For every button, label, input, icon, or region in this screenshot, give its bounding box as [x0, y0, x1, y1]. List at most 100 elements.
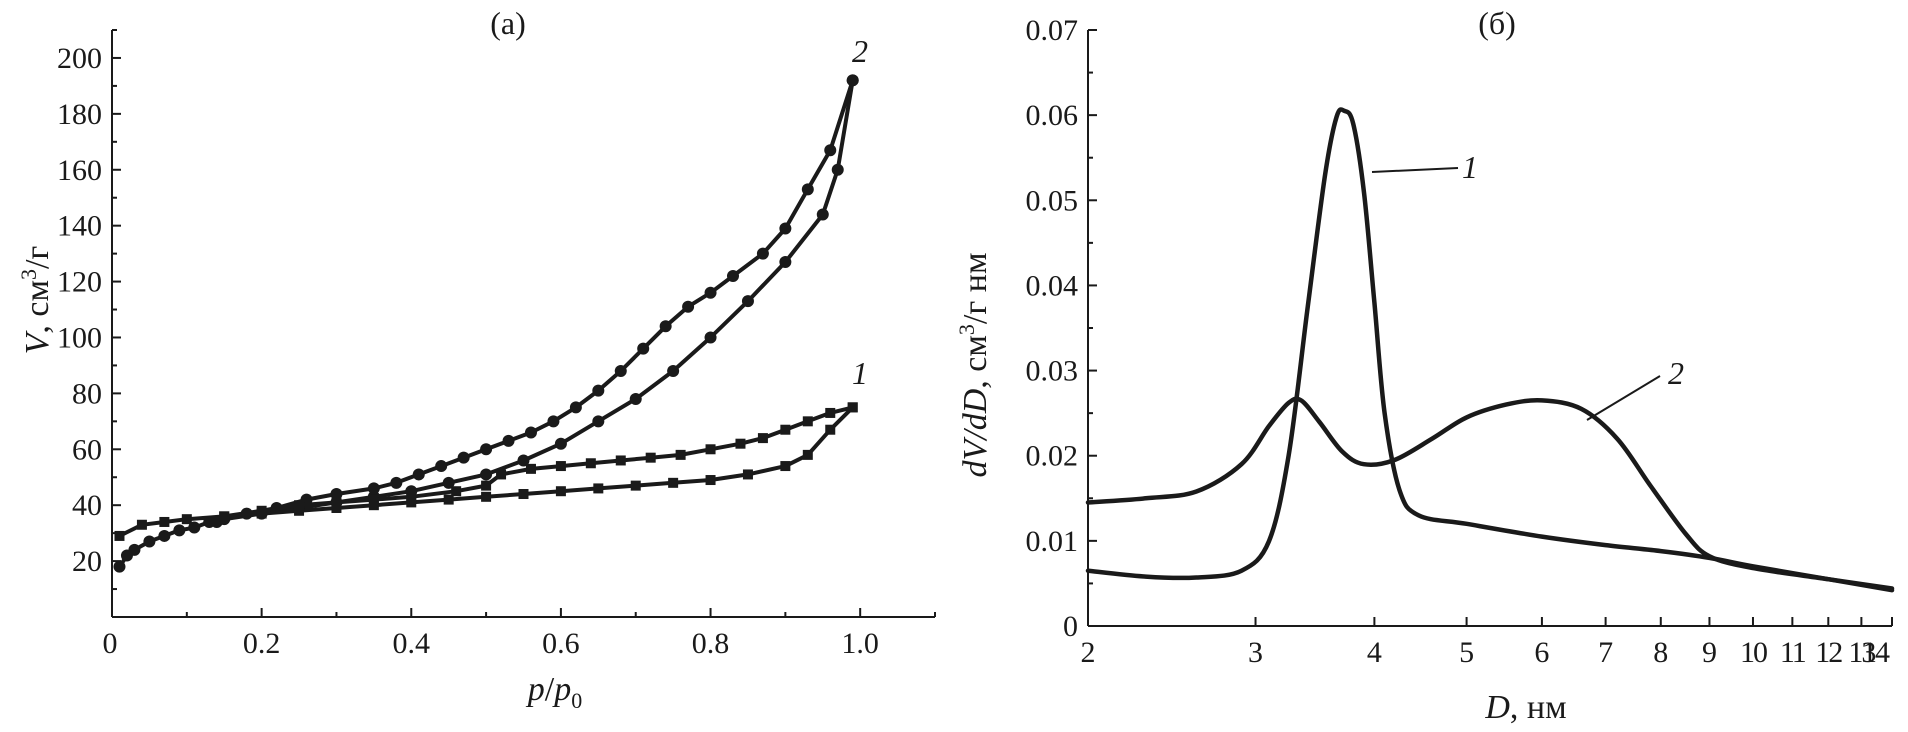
panel-a-y-tick-label: 160 — [57, 154, 102, 187]
panel-a-series-2-point — [330, 488, 343, 501]
panel-a-series-1-point — [593, 483, 604, 494]
panel-a-series-1-point — [555, 486, 566, 497]
x-label-slash: / — [545, 671, 555, 708]
panel-a-series-1-point — [518, 489, 529, 500]
panel-a-series-2-point — [667, 365, 680, 378]
panel-b-y-tick-label: 0 — [1063, 610, 1078, 643]
panel-b-x-tick-label: 9 — [1702, 636, 1717, 669]
panel-a-title: (а) — [490, 5, 526, 41]
panel-a-y-tick-label: 80 — [72, 377, 102, 410]
panel-b-x-tick-label: 4 — [1367, 636, 1382, 669]
panel-a-series-1-point — [331, 502, 342, 513]
panel-a-series-1-point — [675, 449, 686, 460]
panel-b-x-tick-label: 3 — [1248, 636, 1263, 669]
panel-a-series-2-point — [569, 401, 582, 414]
panel-a-series-2-point — [816, 208, 829, 221]
panel-a-series-1-point — [615, 455, 626, 466]
panel-a-series-1-point — [368, 494, 379, 505]
panel-b-y-tick-label: 0.07 — [1026, 14, 1079, 47]
panel-b-leader-line-1 — [1371, 167, 1459, 173]
panel-b-title: (б) — [1478, 5, 1516, 41]
panel-a-series-2-point — [412, 468, 425, 481]
panel-a-series-2-point — [158, 529, 171, 542]
panel-a-x-tick-label: 0.4 — [393, 627, 431, 660]
panel-a-series-1-point — [406, 497, 417, 508]
panel-a-series-1-point — [802, 416, 813, 427]
panel-b-y-tick-label: 0.03 — [1026, 355, 1079, 388]
panel-a-series-1-point — [825, 407, 836, 418]
panel-a-series-2-point — [831, 163, 844, 176]
panel-a-series-2-point — [524, 426, 537, 439]
panel-a-series-1-point — [219, 511, 230, 522]
panel-b-x-tick-label: 12 — [1815, 636, 1842, 669]
panel-a-series-1-point — [406, 491, 417, 502]
panel-a-series-1-point — [294, 500, 305, 511]
panel-a-y-tick-label: 40 — [72, 489, 102, 522]
panel-b-y-tick-label: 0.01 — [1026, 525, 1079, 558]
panel-a-y-tick-label: 100 — [57, 321, 102, 354]
panel-a-series-1-point — [705, 475, 716, 486]
panel-a-series-1-point — [451, 486, 462, 497]
panel-b-series-1-line — [1085, 107, 1895, 593]
panel-a-series-2-point — [824, 144, 837, 157]
panel-a-series-1-point — [757, 433, 768, 444]
panel-b-y-axis-label: dV/dD, см3/г нм — [954, 253, 994, 478]
x-label-D: D — [1484, 689, 1510, 726]
panel-a-series-2-point — [457, 451, 470, 464]
y-label-unit-end: /г нм — [957, 253, 994, 325]
panel-b-curve-label-2: 2 — [1668, 355, 1684, 391]
panel-a-series-2-point — [846, 74, 859, 87]
panel-a-series-2-point — [614, 365, 627, 378]
panel-a-series-1-point — [256, 505, 267, 516]
panel-a-series-1-point — [630, 480, 641, 491]
panel-b-x-tick-label: 11 — [1780, 636, 1806, 669]
panel-a-series-1-point — [645, 452, 656, 463]
panel-a-series-2-point — [682, 300, 695, 313]
panel-a-series-2-point — [480, 468, 493, 481]
panel-a-series-1-point — [159, 516, 170, 527]
panel-b-pore-distribution-chart: 2 3 4 5 6 7 8 9 10 11 12 131400.010.020.030.040.050… — [954, 5, 1895, 726]
panel-a-y-tick-label: 140 — [57, 210, 102, 243]
panel-a-series-2-point — [637, 342, 650, 355]
panel-a-ticks: 0 0.2 0.4 0.6 0.8 1.0 20 40 60 80 100 120 140 160 180 2… — [57, 29, 936, 660]
panel-a-y-tick-label: 60 — [72, 433, 102, 466]
panel-b-x-tick-label: 5 — [1459, 636, 1474, 669]
panel-a-y-tick-label: 180 — [57, 98, 102, 131]
y-label-superscript: 3 — [954, 324, 979, 335]
panel-a-series-1-point — [735, 438, 746, 449]
panel-b-series-2-line — [1085, 396, 1895, 591]
panel-a-series-1-point — [668, 477, 679, 488]
panel-a-series-2-point — [801, 183, 814, 196]
panel-a-series-2-point — [741, 295, 754, 308]
panel-a-x-tick-label: 0 — [103, 627, 118, 660]
panel-a-series-1-point — [525, 463, 536, 474]
panel-a-series — [113, 74, 859, 573]
panel-a-y-tick-label: 120 — [57, 266, 102, 299]
x-label-p0: p — [552, 671, 571, 708]
panel-a-series-2-point — [726, 269, 739, 282]
panel-a-x-tick-label: 0.6 — [542, 627, 580, 660]
x-label-p: p — [526, 671, 545, 708]
panel-a-series-1-desorption-line — [223, 405, 854, 519]
panel-a-y-tick-label: 200 — [57, 42, 102, 75]
panel-b-x-tick-label: 14 — [1862, 636, 1890, 669]
panel-b-series — [1085, 107, 1895, 593]
panel-a-series-2-point — [143, 535, 156, 548]
panel-a-curve-label-2: 2 — [852, 33, 868, 69]
panel-b-x-tick-label: 6 — [1534, 636, 1549, 669]
panel-a-series-2-point — [188, 521, 201, 534]
panel-a-series-1-point — [705, 444, 716, 455]
panel-a-series-1-point — [481, 491, 492, 502]
panel-a-series-2-point — [435, 460, 448, 473]
y-label-dVdD: dV/dD — [957, 388, 994, 477]
panel-a-series-2-point — [547, 415, 560, 428]
panel-a-x-tick-label: 0.8 — [692, 627, 730, 660]
panel-a-series-1-point — [847, 402, 858, 413]
panel-a-series-1-point — [496, 469, 507, 480]
panel-a-series-2-point — [517, 454, 530, 467]
panel-a-series-2-point — [442, 476, 455, 489]
panel-a-series-1-point — [443, 494, 454, 505]
y-label-superscript: 3 — [16, 269, 41, 280]
panel-a-series-2-point — [554, 437, 567, 450]
panel-a-isotherm-chart: 0 0.2 0.4 0.6 0.8 1.0204060801001201401601802… — [16, 5, 936, 713]
